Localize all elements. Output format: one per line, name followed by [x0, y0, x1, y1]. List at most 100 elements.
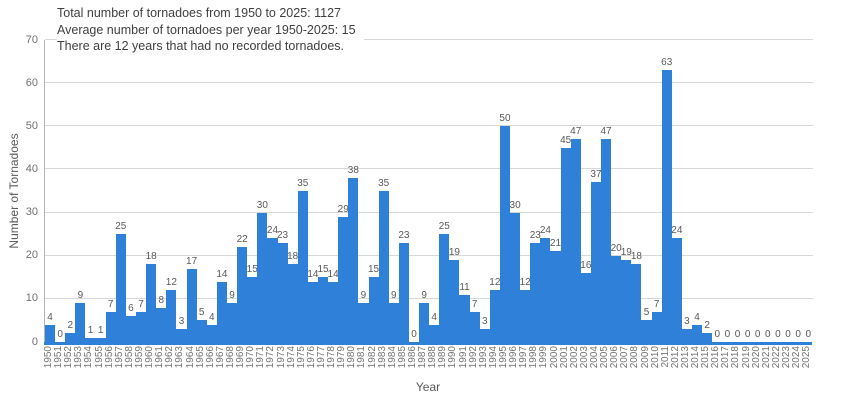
bar-value-label-1960: 18	[145, 251, 157, 263]
bar-slot-2025: 0	[803, 40, 813, 342]
bar-value-label-1959: 7	[138, 298, 144, 310]
gridline-60	[45, 82, 813, 84]
bar-1966	[206, 324, 217, 342]
bar-value-label-1983: 35	[378, 178, 390, 189]
bar-value-label-1995: 50	[499, 113, 511, 125]
bar-slot-2015: 2	[702, 40, 713, 342]
bar-1984	[388, 303, 399, 342]
bar-1969	[237, 247, 248, 342]
x-tick-slot-1963: 1963	[174, 346, 185, 368]
summary-total-line: Total number of tornadoes from 1950 to 2…	[57, 6, 341, 20]
bar-slot-1971: 30	[257, 40, 268, 342]
bar-1952	[65, 333, 76, 342]
bar-value-label-1953: 9	[77, 290, 84, 302]
bar-1962	[166, 290, 177, 342]
bar-slot-2014: 4	[692, 40, 703, 342]
bar-value-label-1994: 12	[489, 277, 501, 289]
bar-1993	[479, 329, 490, 342]
bar-value-label-1951: 0	[57, 329, 63, 340]
bar-slot-1996: 30	[509, 40, 521, 342]
bar-value-label-2010: 7	[653, 298, 660, 310]
bar-slot-2024: 0	[793, 40, 803, 342]
y-tick-label-0: 0	[31, 335, 38, 348]
bar-value-label-1973: 23	[277, 229, 289, 241]
bar-slot-1988: 4	[429, 40, 440, 342]
bar-value-label-1993: 3	[481, 316, 488, 328]
bar-slot-1968: 9	[226, 40, 238, 342]
bar-slot-1969: 22	[237, 40, 248, 342]
y-tick-label-10: 10	[25, 292, 38, 305]
bar-value-label-1996: 30	[509, 199, 521, 211]
x-tick-label-2018: 2018	[730, 346, 742, 369]
bar-slot-1994: 12	[489, 40, 501, 342]
bar-value-label-2019: 0	[744, 329, 751, 340]
bar-slot-1999: 24	[540, 40, 551, 342]
bar-slot-2021: 0	[763, 40, 773, 342]
bar-slot-1951: 0	[55, 40, 65, 342]
y-tick-label-20: 20	[25, 249, 38, 262]
bar-1961	[156, 307, 167, 342]
bar-slot-2023: 0	[783, 40, 793, 342]
x-axis-title: Year	[415, 380, 441, 394]
bar-2009	[641, 320, 652, 342]
plot-area: 4 0 2 9 1 1 7 25 6 7 18 8 12 3 17 5 4 14 9 22 15 30 24 23 18 35 14…	[44, 39, 813, 342]
bar-1991	[459, 294, 470, 342]
bar-1971	[257, 212, 268, 342]
bar-slot-1980: 38	[348, 40, 359, 342]
bar-slot-2013: 3	[681, 40, 692, 342]
x-tick-label-1954: 1954	[83, 346, 95, 369]
y-tick-label-30: 30	[25, 206, 38, 219]
bar-1995	[499, 126, 511, 342]
bar-slot-1964: 17	[186, 40, 197, 342]
x-tick-slot-1990: 1990	[447, 346, 458, 368]
bar-value-label-2017: 0	[724, 329, 731, 340]
bar-value-label-1962: 12	[165, 277, 177, 289]
bar-slot-1957: 25	[115, 40, 126, 342]
x-tick-label-1981: 1981	[356, 346, 368, 369]
bar-slot-2017: 0	[722, 40, 732, 342]
bar-2013	[681, 329, 692, 342]
bar-1968	[226, 303, 238, 342]
bar-1990	[449, 260, 460, 342]
bar-slot-2002: 47	[570, 40, 582, 342]
bar-2004	[590, 182, 602, 342]
bar-value-label-1991: 11	[459, 281, 470, 293]
bar-value-label-2012: 24	[671, 225, 683, 237]
bar-1994	[489, 290, 500, 342]
y-axis-ticks: 0 10 20 30 40 50 60 70	[0, 34, 38, 348]
summary-zero-years-line: There are 12 years that had no recorded …	[57, 39, 344, 53]
x-tick-slot-2008: 2008	[629, 346, 640, 368]
bar-value-label-2013: 3	[684, 316, 690, 328]
bar-value-label-2009: 5	[643, 307, 650, 319]
bar-1954	[85, 337, 96, 342]
bar-1955	[95, 337, 106, 342]
bar-1958	[125, 316, 136, 342]
bar-slot-1974: 18	[287, 40, 299, 342]
bar-2015	[702, 333, 713, 342]
bar-1980	[348, 178, 359, 342]
gridline-50	[45, 125, 813, 127]
bar-value-label-1974: 18	[287, 251, 299, 263]
bar-value-label-1978: 14	[327, 268, 339, 280]
x-tick-slot-1972: 1972	[265, 346, 276, 368]
bar-value-label-2022: 0	[775, 329, 781, 340]
bar-1989	[439, 234, 450, 342]
bar-slot-1970: 15	[247, 40, 258, 342]
bar-value-label-2020: 0	[754, 329, 761, 340]
bar-value-label-1952: 2	[67, 320, 74, 332]
bar-1992	[469, 311, 480, 342]
bar-value-label-1967: 14	[216, 268, 228, 280]
y-tick-label-70: 70	[25, 33, 38, 46]
bar-value-label-1981: 9	[360, 290, 367, 302]
bar-slot-1952: 2	[65, 40, 76, 342]
bar-1978	[328, 281, 339, 342]
bar-2000	[550, 251, 561, 342]
bar-slot-1950: 4	[45, 40, 56, 342]
bar-value-label-1979: 29	[337, 203, 349, 215]
bar-value-label-2005: 47	[600, 126, 612, 138]
bar-value-label-1986: 0	[411, 329, 417, 340]
bar-value-label-2000: 21	[549, 238, 562, 250]
bar-value-label-2002: 47	[570, 126, 582, 138]
bar-slot-2001: 45	[560, 40, 571, 342]
